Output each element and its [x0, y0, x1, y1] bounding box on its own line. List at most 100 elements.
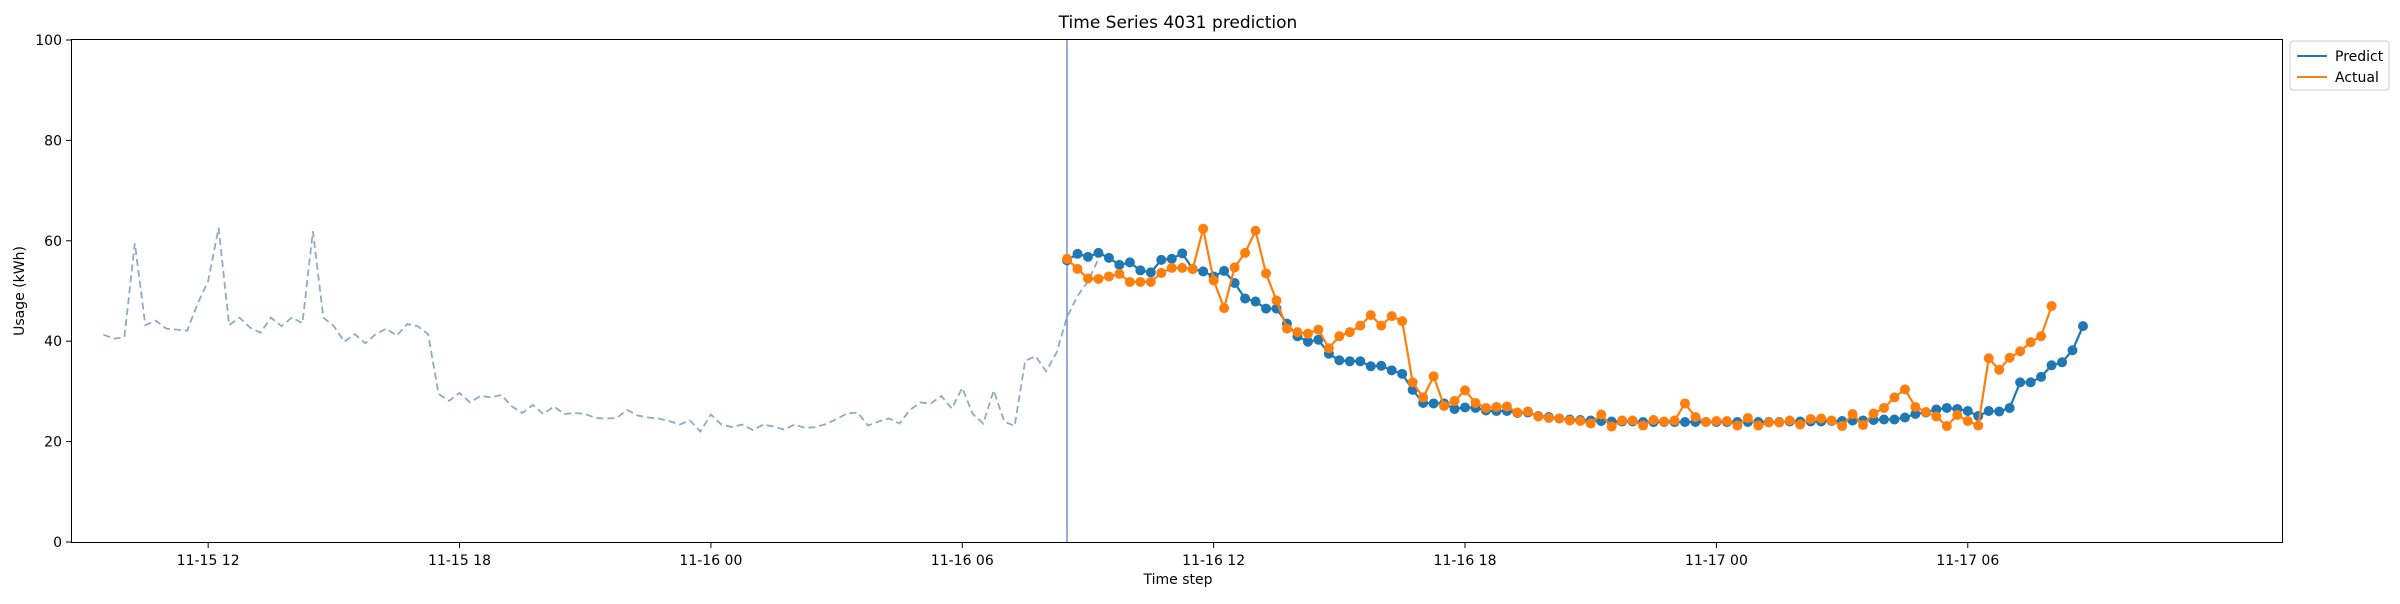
predict-point	[1878, 414, 1889, 425]
predict-point	[1166, 253, 1177, 264]
actual-point	[1491, 401, 1502, 412]
actual-point	[1575, 416, 1586, 427]
actual-point	[1428, 371, 1439, 382]
actual-point	[1941, 421, 1952, 432]
y-tick-label: 60	[44, 234, 62, 250]
actual-point	[1952, 409, 1963, 420]
actual-point	[1082, 273, 1093, 284]
actual-point	[1606, 421, 1617, 432]
actual-point	[1124, 276, 1135, 287]
x-tick-label: 11-17 06	[1936, 553, 1999, 569]
predict-point	[1082, 251, 1093, 262]
actual-point	[1250, 225, 1261, 236]
actual-point	[1135, 276, 1146, 287]
actual-point	[1753, 420, 1764, 431]
actual-point	[1156, 267, 1167, 278]
x-tick-label: 11-16 06	[931, 553, 994, 569]
actual-point	[1763, 417, 1774, 428]
actual-point	[1878, 402, 1889, 413]
actual-point	[1355, 320, 1366, 331]
actual-point	[1114, 268, 1125, 279]
legend-actual-label: Actual	[2335, 70, 2379, 86]
actual-point	[1774, 417, 1785, 428]
predict-point	[1344, 356, 1355, 367]
actual-point	[1543, 413, 1554, 424]
predict-point	[2036, 371, 2047, 382]
predict-point	[1931, 404, 1942, 415]
history-layer	[103, 227, 1100, 434]
y-tick-label: 0	[53, 535, 62, 551]
actual-point	[1899, 384, 1910, 395]
predict-point	[1093, 247, 1104, 258]
actual-point	[1407, 377, 1418, 388]
actual-point	[1805, 414, 1816, 425]
actual-point	[1679, 398, 1690, 409]
x-tick-label: 11-15 18	[428, 553, 491, 569]
actual-point	[1187, 263, 1198, 274]
predict-point	[1941, 402, 1952, 413]
actual-point	[1386, 311, 1397, 322]
actual-point	[1889, 392, 1900, 403]
actual-point	[1072, 263, 1083, 274]
actual-point	[1596, 409, 1607, 420]
actual-point	[1093, 273, 1104, 284]
predict-point	[1376, 360, 1387, 371]
actual-point	[1690, 412, 1701, 422]
x-axis-label: Time step	[1143, 572, 1213, 588]
predict-point	[1135, 265, 1146, 276]
actual-point	[1868, 408, 1879, 419]
actual-point	[1302, 328, 1313, 339]
x-tick-label: 11-16 00	[679, 553, 742, 569]
predict-point	[1240, 293, 1251, 304]
actual-point	[1648, 415, 1659, 426]
actual-point	[1365, 310, 1376, 321]
actual-point	[1281, 323, 1292, 334]
actual-point	[1145, 276, 1156, 287]
actual-point	[1480, 402, 1491, 413]
predict-point	[1261, 303, 1272, 314]
actual-point	[1439, 400, 1450, 411]
actual-point	[2004, 352, 2015, 363]
actual-point	[1418, 392, 1429, 403]
predict-point	[2046, 360, 2057, 371]
actual-point	[1103, 271, 1114, 282]
predict-point	[1428, 398, 1439, 409]
actual-point	[1627, 415, 1638, 426]
actual-point	[1449, 395, 1460, 406]
predict-point	[1103, 252, 1114, 263]
actual-point	[1721, 416, 1732, 427]
actual-point	[1826, 415, 1837, 426]
predict-point	[1397, 368, 1408, 379]
y-tick-label: 100	[35, 33, 62, 49]
x-axis: 11-15 12 11-15 18 11-16 00 11-16 06 11-16 12…	[177, 542, 1999, 569]
predict-point	[2025, 377, 2036, 388]
predict-point	[1145, 267, 1156, 278]
y-axis-label: Usage (kWh)	[12, 246, 28, 336]
predict-point	[1302, 336, 1313, 347]
predict-point	[2015, 377, 2026, 388]
actual-point	[1376, 320, 1387, 331]
actual-point	[1700, 417, 1711, 428]
actual-point	[1983, 353, 1994, 364]
actual-point	[2046, 301, 2057, 312]
actual-point	[1198, 223, 1209, 234]
predict-point	[2057, 357, 2068, 368]
predict-point	[2067, 345, 2078, 356]
predict-point	[1156, 254, 1167, 265]
predict-point	[1072, 248, 1083, 259]
actual-point	[1920, 406, 1931, 417]
actual-point	[2025, 337, 2036, 348]
predict-point	[1386, 365, 1397, 376]
actual-point	[1973, 420, 1984, 431]
plot-frame	[71, 39, 2283, 543]
predict-point	[1899, 412, 1910, 423]
actual-point	[1177, 262, 1188, 273]
legend-predict-label: Predict	[2335, 49, 2384, 65]
x-tick-label: 11-17 00	[1685, 553, 1748, 569]
actual-point	[1994, 364, 2005, 375]
y-tick-label: 20	[44, 435, 62, 451]
actual-point	[1460, 385, 1471, 396]
actual-point	[1240, 247, 1251, 258]
